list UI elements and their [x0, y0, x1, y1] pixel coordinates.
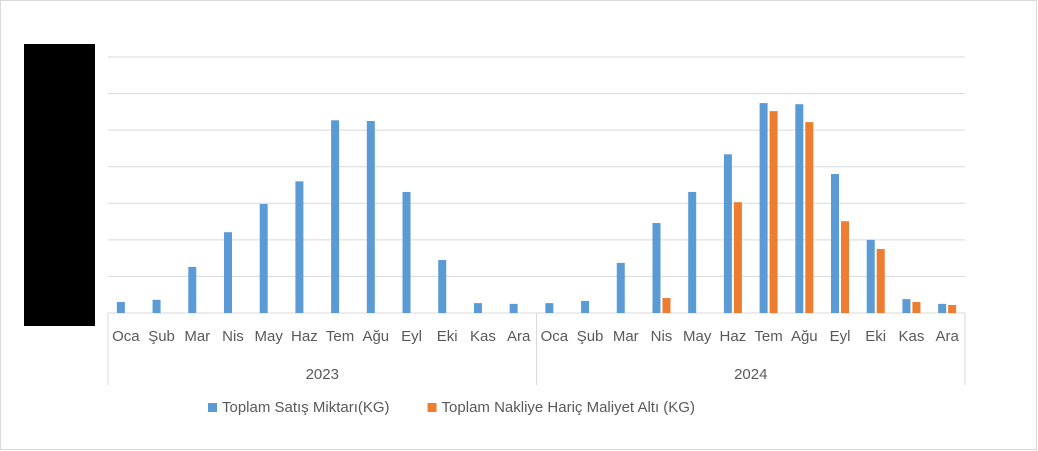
bar — [295, 181, 304, 313]
x-tick-label: Oca — [112, 328, 140, 345]
bar — [662, 298, 671, 313]
x-tick-label: May — [255, 328, 284, 345]
x-tick-label: Ara — [507, 328, 531, 345]
x-tick-label: Eyl — [830, 328, 851, 345]
bar — [938, 303, 947, 313]
x-tick-label: Eyl — [401, 328, 422, 345]
x-tick-label: May — [683, 328, 712, 345]
bar — [152, 299, 161, 313]
bar — [331, 120, 340, 313]
bar — [723, 154, 732, 313]
bar — [866, 239, 875, 313]
bar — [652, 223, 661, 313]
bar — [473, 303, 482, 313]
x-tick-label: Mar — [184, 328, 210, 345]
bar — [831, 174, 840, 313]
group-label: 2023 — [306, 366, 339, 383]
bar — [509, 303, 518, 313]
x-tick-label: Tem — [754, 328, 782, 345]
x-tick-label: Tem — [326, 328, 354, 345]
bar — [876, 249, 885, 313]
bar — [581, 300, 590, 313]
x-tick-label: Kas — [899, 328, 925, 345]
x-tick-label: Ağu — [791, 328, 818, 345]
legend-label: Toplam Nakliye Hariç Maliyet Altı (KG) — [442, 399, 695, 416]
bar — [733, 202, 742, 313]
bar — [402, 191, 411, 313]
x-tick-label: Şub — [577, 328, 604, 345]
bar — [259, 204, 268, 313]
x-tick-label: Ara — [935, 328, 959, 345]
bar — [795, 104, 804, 313]
bar — [805, 122, 814, 314]
x-tick-label: Haz — [720, 328, 747, 345]
bar — [438, 259, 447, 313]
bar — [769, 111, 778, 313]
legend-swatch — [427, 403, 437, 412]
bar — [616, 262, 625, 313]
bar — [948, 304, 957, 313]
x-tick-label: Nis — [651, 328, 673, 345]
bar — [841, 221, 850, 313]
bar — [545, 303, 554, 313]
x-tick-label: Kas — [470, 328, 496, 345]
bar — [902, 299, 911, 313]
x-tick-label: Oca — [541, 328, 569, 345]
bar — [223, 232, 232, 313]
redaction-box — [24, 44, 95, 326]
x-tick-label: Mar — [613, 328, 639, 345]
x-tick-label: Haz — [291, 328, 318, 345]
bar — [116, 302, 125, 313]
legend-swatch — [208, 403, 217, 412]
x-tick-label: Nis — [222, 328, 244, 345]
x-tick-label: Eki — [437, 328, 458, 345]
bar — [912, 302, 921, 313]
bar — [688, 191, 697, 313]
bar — [759, 103, 768, 313]
legend-label: Toplam Satış Miktarı(KG) — [222, 399, 390, 416]
bar — [188, 266, 197, 313]
x-tick-label: Eki — [865, 328, 886, 345]
x-tick-label: Şub — [148, 328, 175, 345]
group-label: 2024 — [734, 366, 767, 383]
bar — [366, 121, 375, 313]
x-tick-label: Ağu — [362, 328, 389, 345]
